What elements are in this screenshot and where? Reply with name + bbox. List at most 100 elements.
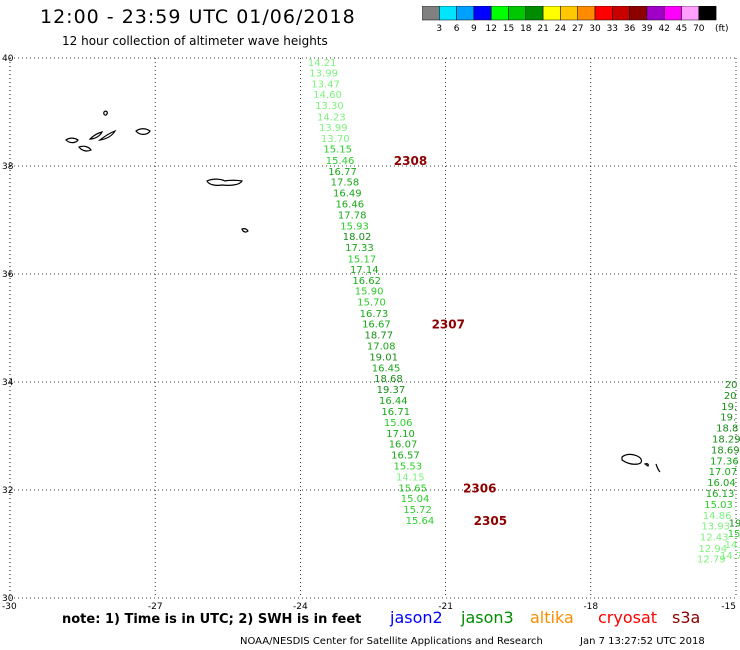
footer-date: Jan 7 13:27:52 UTC 2018 bbox=[580, 636, 705, 647]
time-label: 2308 bbox=[394, 154, 427, 168]
lon-tick-label: -15 bbox=[721, 602, 736, 612]
island-outline bbox=[643, 463, 649, 467]
swh-value: 16.73 bbox=[360, 309, 389, 320]
swh-value: 15.15 bbox=[323, 145, 352, 156]
lon-tick-label: -24 bbox=[293, 602, 308, 612]
swh-value: 20 bbox=[724, 391, 737, 402]
time-label: 2305 bbox=[474, 514, 507, 528]
swh-value: 15 bbox=[728, 529, 740, 540]
swh-value: 17.58 bbox=[331, 178, 360, 189]
swh-value: 15.04 bbox=[401, 494, 430, 505]
swh-value: 16.67 bbox=[362, 320, 391, 331]
island-outline bbox=[655, 463, 661, 473]
swh-value: 15.70 bbox=[357, 298, 386, 309]
swh-value: 16.07 bbox=[389, 440, 418, 451]
swh-value: 19. bbox=[720, 413, 736, 424]
swh-value: 17.10 bbox=[386, 429, 415, 440]
lat-tick-label: 34 bbox=[2, 378, 14, 388]
legend-label: 6 bbox=[454, 24, 460, 34]
swh-value: 17.07 bbox=[709, 467, 738, 478]
island-outline bbox=[206, 178, 243, 186]
legend-label: 18 bbox=[520, 24, 532, 34]
swh-value: 12.43 bbox=[700, 532, 729, 543]
swh-value: 18.68 bbox=[374, 374, 403, 385]
swh-value: 15.46 bbox=[326, 156, 355, 167]
lat-tick-label: 32 bbox=[2, 486, 13, 496]
footer-note: note: 1) Time is in UTC; 2) SWH is in fe… bbox=[62, 612, 362, 627]
swh-track: 202019.19.18.818.2918.6917.3617.0716.041… bbox=[697, 380, 740, 565]
swh-value: 13.99 bbox=[319, 123, 348, 134]
legend-unit: (ft) bbox=[715, 24, 729, 34]
legend-label: 24 bbox=[555, 24, 567, 34]
satellite-jason3: jason3 bbox=[461, 608, 514, 627]
swh-value: 17.08 bbox=[367, 341, 396, 352]
swh-value: 14.23 bbox=[317, 112, 346, 123]
swh-value: 16.13 bbox=[706, 489, 735, 500]
footer-credit: NOAA/NESDIS Center for Satellite Applica… bbox=[240, 636, 543, 647]
swh-value: 14.86 bbox=[703, 511, 732, 522]
swh-value: 15.64 bbox=[406, 516, 435, 527]
island-outline bbox=[97, 129, 117, 141]
swh-value: 16.62 bbox=[352, 276, 381, 287]
swh-value: 19 bbox=[729, 518, 740, 529]
legend-label: 30 bbox=[589, 24, 601, 34]
swh-value: 15.53 bbox=[394, 462, 423, 473]
island-outline bbox=[621, 453, 643, 465]
lat-tick-label: 38 bbox=[2, 162, 14, 172]
legend-label: 21 bbox=[537, 24, 548, 34]
lat-tick-label: 30 bbox=[2, 594, 14, 604]
swh-value: 18.69 bbox=[711, 446, 740, 457]
swh-value: 13.70 bbox=[321, 134, 350, 145]
swh-value: 14.15 bbox=[396, 473, 425, 484]
swh-value: 17.33 bbox=[345, 243, 374, 254]
swh-value: 16.45 bbox=[372, 363, 401, 374]
swh-value: 14.60 bbox=[313, 90, 342, 101]
legend-label: 27 bbox=[572, 24, 583, 34]
swh-value: 16.77 bbox=[328, 167, 357, 178]
swh-value: 17.14 bbox=[350, 265, 379, 276]
swh-value: 15.03 bbox=[704, 500, 733, 511]
island-outline bbox=[241, 228, 249, 233]
swh-value: 15.93 bbox=[340, 221, 369, 232]
swh-value: 19. bbox=[721, 402, 737, 413]
swh-value: 16.46 bbox=[335, 199, 364, 210]
page-subtitle: 12 hour collection of altimeter wave hei… bbox=[62, 34, 328, 48]
legend-label: 12 bbox=[485, 24, 496, 34]
swh-value: 16.49 bbox=[333, 188, 362, 199]
swh-value: 16.44 bbox=[379, 396, 408, 407]
island-outline bbox=[65, 137, 79, 144]
legend-label: 45 bbox=[676, 24, 687, 34]
legend-label: 3 bbox=[436, 24, 442, 34]
swh-value: 13.93 bbox=[701, 522, 730, 533]
legend-label: 9 bbox=[471, 24, 477, 34]
lat-tick-label: 36 bbox=[2, 270, 14, 280]
swh-value: 15.65 bbox=[398, 483, 427, 494]
lon-tick-label: -30 bbox=[2, 602, 17, 612]
swh-value: 16.57 bbox=[391, 450, 420, 461]
island-outline bbox=[135, 128, 151, 135]
satellite-s3a: s3a bbox=[672, 608, 701, 627]
time-label: 2307 bbox=[432, 318, 465, 332]
swh-value: 15.17 bbox=[348, 254, 377, 265]
lat-tick-label: 40 bbox=[2, 54, 14, 64]
legend-label: 15 bbox=[503, 24, 514, 34]
legend-label: 39 bbox=[641, 24, 653, 34]
swh-value: 12.94 bbox=[698, 544, 727, 555]
map-grid bbox=[9, 57, 737, 599]
satellite-altika: altika bbox=[530, 608, 574, 627]
swh-value: 12.79 bbox=[697, 555, 726, 566]
satellite-jason2: jason2 bbox=[390, 608, 443, 627]
legend-swatch bbox=[698, 6, 717, 21]
lon-tick-label: -18 bbox=[583, 602, 598, 612]
swh-value: 15.06 bbox=[384, 418, 413, 429]
time-label: 2306 bbox=[463, 481, 496, 495]
swh-value: 13.47 bbox=[311, 79, 340, 90]
swh-value: 18.02 bbox=[343, 232, 372, 243]
swh-value: 18.8 bbox=[716, 423, 738, 434]
swh-value: 19.01 bbox=[369, 353, 398, 364]
swh-value: 17.36 bbox=[710, 456, 739, 467]
swh-track: 14.2113.9913.4714.6013.3014.2313.9913.70… bbox=[308, 58, 434, 527]
islands bbox=[65, 110, 661, 473]
swh-value: 18.29 bbox=[712, 435, 740, 446]
